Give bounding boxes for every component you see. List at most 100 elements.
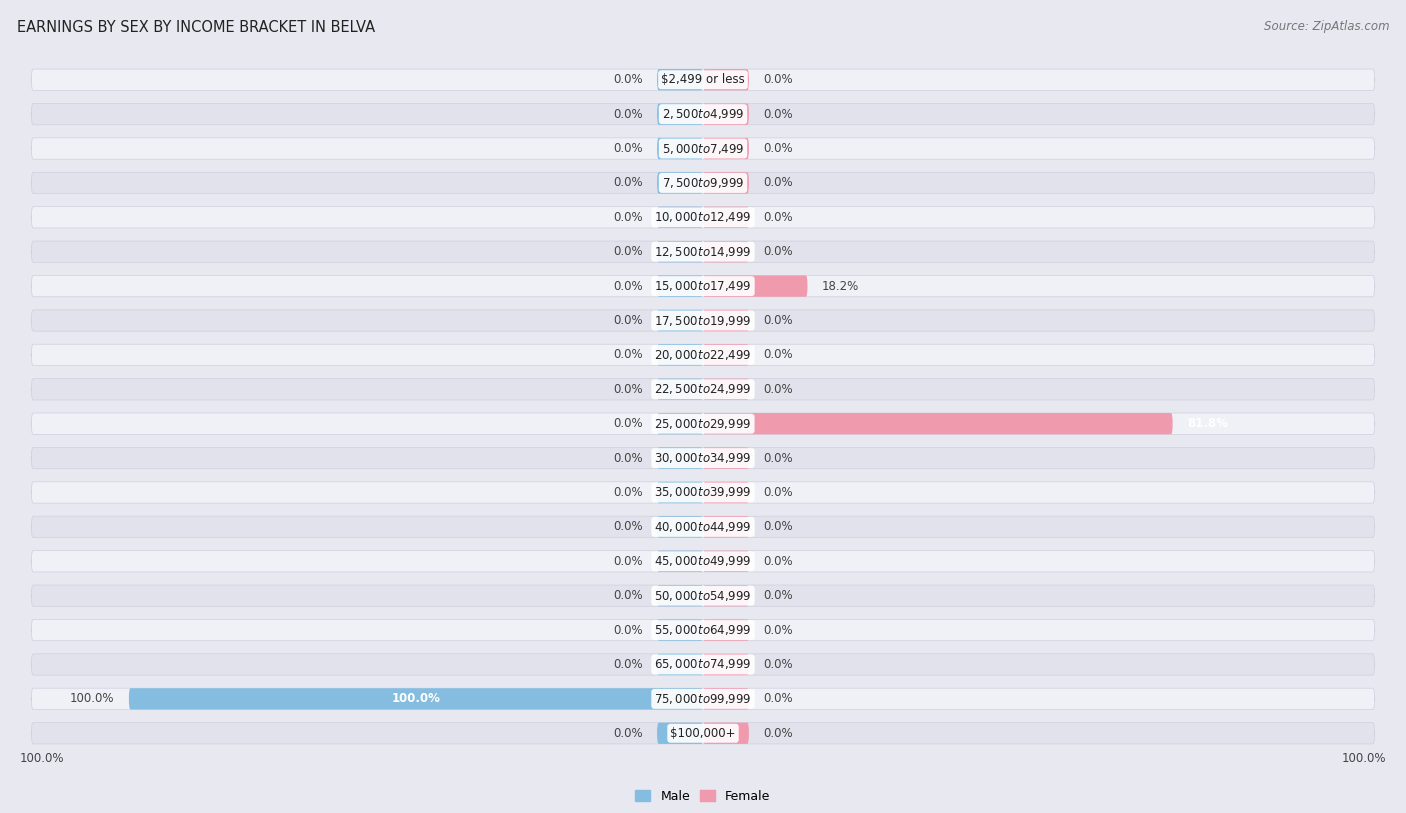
Text: $30,000 to $34,999: $30,000 to $34,999 bbox=[654, 451, 752, 465]
Text: 0.0%: 0.0% bbox=[763, 589, 793, 602]
Text: 0.0%: 0.0% bbox=[613, 73, 643, 86]
FancyBboxPatch shape bbox=[657, 172, 703, 193]
Text: 0.0%: 0.0% bbox=[613, 727, 643, 740]
FancyBboxPatch shape bbox=[31, 550, 1375, 572]
Text: 0.0%: 0.0% bbox=[613, 246, 643, 259]
Text: 0.0%: 0.0% bbox=[763, 727, 793, 740]
Text: $10,000 to $12,499: $10,000 to $12,499 bbox=[654, 211, 752, 224]
FancyBboxPatch shape bbox=[31, 723, 1375, 744]
Text: 0.0%: 0.0% bbox=[763, 624, 793, 637]
Text: $50,000 to $54,999: $50,000 to $54,999 bbox=[654, 589, 752, 602]
FancyBboxPatch shape bbox=[657, 344, 703, 366]
Text: $15,000 to $17,499: $15,000 to $17,499 bbox=[654, 279, 752, 293]
Text: 0.0%: 0.0% bbox=[763, 451, 793, 464]
Text: 0.0%: 0.0% bbox=[763, 486, 793, 499]
FancyBboxPatch shape bbox=[657, 276, 703, 297]
FancyBboxPatch shape bbox=[703, 413, 1173, 434]
Text: 0.0%: 0.0% bbox=[613, 451, 643, 464]
Text: $2,499 or less: $2,499 or less bbox=[661, 73, 745, 86]
Text: $12,500 to $14,999: $12,500 to $14,999 bbox=[654, 245, 752, 259]
Text: 0.0%: 0.0% bbox=[613, 314, 643, 327]
FancyBboxPatch shape bbox=[31, 276, 1375, 297]
Text: $75,000 to $99,999: $75,000 to $99,999 bbox=[654, 692, 752, 706]
FancyBboxPatch shape bbox=[31, 620, 1375, 641]
Text: 0.0%: 0.0% bbox=[763, 383, 793, 396]
FancyBboxPatch shape bbox=[703, 241, 749, 263]
FancyBboxPatch shape bbox=[657, 620, 703, 641]
Text: 81.8%: 81.8% bbox=[1187, 417, 1227, 430]
Text: 0.0%: 0.0% bbox=[763, 693, 793, 706]
Text: 0.0%: 0.0% bbox=[613, 658, 643, 671]
Text: $45,000 to $49,999: $45,000 to $49,999 bbox=[654, 554, 752, 568]
FancyBboxPatch shape bbox=[31, 482, 1375, 503]
FancyBboxPatch shape bbox=[31, 688, 1375, 710]
FancyBboxPatch shape bbox=[703, 379, 749, 400]
FancyBboxPatch shape bbox=[657, 413, 703, 434]
FancyBboxPatch shape bbox=[703, 310, 749, 331]
FancyBboxPatch shape bbox=[657, 482, 703, 503]
FancyBboxPatch shape bbox=[657, 207, 703, 228]
Text: 0.0%: 0.0% bbox=[613, 107, 643, 120]
Text: 0.0%: 0.0% bbox=[613, 589, 643, 602]
FancyBboxPatch shape bbox=[31, 379, 1375, 400]
FancyBboxPatch shape bbox=[703, 482, 749, 503]
FancyBboxPatch shape bbox=[703, 550, 749, 572]
FancyBboxPatch shape bbox=[703, 138, 749, 159]
FancyBboxPatch shape bbox=[657, 241, 703, 263]
FancyBboxPatch shape bbox=[31, 103, 1375, 124]
Text: 0.0%: 0.0% bbox=[613, 176, 643, 189]
FancyBboxPatch shape bbox=[657, 723, 703, 744]
Text: 0.0%: 0.0% bbox=[613, 211, 643, 224]
Text: Source: ZipAtlas.com: Source: ZipAtlas.com bbox=[1264, 20, 1389, 33]
FancyBboxPatch shape bbox=[657, 69, 703, 90]
FancyBboxPatch shape bbox=[31, 516, 1375, 537]
FancyBboxPatch shape bbox=[703, 344, 749, 366]
Text: $55,000 to $64,999: $55,000 to $64,999 bbox=[654, 623, 752, 637]
FancyBboxPatch shape bbox=[31, 172, 1375, 193]
FancyBboxPatch shape bbox=[657, 550, 703, 572]
FancyBboxPatch shape bbox=[703, 103, 749, 124]
Legend: Male, Female: Male, Female bbox=[630, 785, 776, 808]
FancyBboxPatch shape bbox=[129, 688, 703, 710]
Text: 18.2%: 18.2% bbox=[823, 280, 859, 293]
FancyBboxPatch shape bbox=[703, 447, 749, 469]
Text: 0.0%: 0.0% bbox=[763, 246, 793, 259]
Text: 0.0%: 0.0% bbox=[613, 486, 643, 499]
Text: 0.0%: 0.0% bbox=[613, 624, 643, 637]
Text: $100,000+: $100,000+ bbox=[671, 727, 735, 740]
FancyBboxPatch shape bbox=[657, 379, 703, 400]
FancyBboxPatch shape bbox=[31, 310, 1375, 331]
FancyBboxPatch shape bbox=[31, 585, 1375, 606]
Text: 0.0%: 0.0% bbox=[763, 520, 793, 533]
Text: $35,000 to $39,999: $35,000 to $39,999 bbox=[654, 485, 752, 499]
Text: $20,000 to $22,499: $20,000 to $22,499 bbox=[654, 348, 752, 362]
Text: $40,000 to $44,999: $40,000 to $44,999 bbox=[654, 520, 752, 534]
Text: 100.0%: 100.0% bbox=[20, 751, 65, 764]
Text: 0.0%: 0.0% bbox=[763, 73, 793, 86]
FancyBboxPatch shape bbox=[31, 654, 1375, 675]
FancyBboxPatch shape bbox=[657, 310, 703, 331]
FancyBboxPatch shape bbox=[703, 207, 749, 228]
FancyBboxPatch shape bbox=[31, 344, 1375, 366]
Text: 0.0%: 0.0% bbox=[613, 520, 643, 533]
Text: $65,000 to $74,999: $65,000 to $74,999 bbox=[654, 658, 752, 672]
FancyBboxPatch shape bbox=[657, 585, 703, 606]
Text: 0.0%: 0.0% bbox=[763, 211, 793, 224]
Text: 0.0%: 0.0% bbox=[613, 349, 643, 362]
Text: $5,000 to $7,499: $5,000 to $7,499 bbox=[662, 141, 744, 155]
Text: 0.0%: 0.0% bbox=[763, 554, 793, 567]
Text: 0.0%: 0.0% bbox=[763, 107, 793, 120]
FancyBboxPatch shape bbox=[31, 413, 1375, 434]
FancyBboxPatch shape bbox=[31, 447, 1375, 469]
Text: 100.0%: 100.0% bbox=[391, 693, 440, 706]
Text: 0.0%: 0.0% bbox=[613, 554, 643, 567]
Text: 0.0%: 0.0% bbox=[763, 142, 793, 155]
FancyBboxPatch shape bbox=[703, 585, 749, 606]
FancyBboxPatch shape bbox=[657, 654, 703, 675]
Text: 100.0%: 100.0% bbox=[70, 693, 114, 706]
FancyBboxPatch shape bbox=[703, 654, 749, 675]
FancyBboxPatch shape bbox=[31, 69, 1375, 90]
FancyBboxPatch shape bbox=[31, 241, 1375, 263]
Text: 0.0%: 0.0% bbox=[763, 176, 793, 189]
FancyBboxPatch shape bbox=[703, 688, 749, 710]
